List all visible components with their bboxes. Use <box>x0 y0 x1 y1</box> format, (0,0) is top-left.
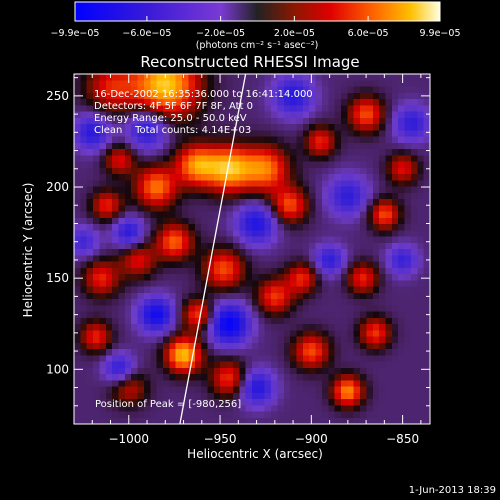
colorbar-tick-label: 9.9e−05 <box>419 28 460 39</box>
chart-title: Reconstructed RHESSI Image <box>140 53 359 71</box>
colorbar-tick-label: −6.0e−05 <box>122 28 171 39</box>
colorbar-tick-label: 6.0e−05 <box>348 28 389 39</box>
plot-frame <box>73 73 431 425</box>
annotation-detectors: Detectors: 4F 5F 6F 7F 8F, Att 0 <box>94 101 253 112</box>
colorbar-tick-label: −9.9e−05 <box>51 28 100 39</box>
colorbar-tick-label: 2.0e−05 <box>274 28 315 39</box>
footer-date: 1-Jun-2013 18:39 <box>409 485 496 496</box>
x-tick-label: −850 <box>386 432 419 446</box>
y-tick-label: 100 <box>46 362 69 376</box>
colorbar-tick-labels: −9.9e−05 −6.0e−05 −2.0e−05 2.0e−05 6.0e−05 9.… <box>51 28 461 39</box>
peak-position-label: Position of Peak = [-980,256] <box>95 399 241 410</box>
y-axis-ticks <box>74 77 430 425</box>
y-axis-tick-labels: 100 150 200 250 <box>46 89 69 376</box>
colorbar <box>74 1 441 22</box>
annotation-time-range: 16-Dec-2002 16:35:36.000 to 16:41:14.000 <box>94 89 313 100</box>
x-axis-ticks <box>73 74 422 424</box>
solar-limb-line <box>179 74 247 424</box>
y-tick-label: 200 <box>46 180 69 194</box>
annotation-energy-range: Energy Range: 25.0 - 50.0 keV <box>94 113 247 124</box>
x-axis-title: Heliocentric X (arcsec) <box>187 447 323 461</box>
y-tick-label: 150 <box>46 271 69 285</box>
heatmap-image <box>74 74 430 424</box>
y-tick-label: 250 <box>46 89 69 103</box>
y-axis-title: Heliocentric Y (arcsec) <box>21 183 35 318</box>
x-tick-label: −1000 <box>108 432 149 446</box>
colorbar-tick-label: −2.0e−05 <box>196 28 245 39</box>
colorbar-ticks <box>74 16 441 21</box>
annotation-clean-counts: Clean Total counts: 4.14E+03 <box>94 125 251 136</box>
x-tick-label: −900 <box>295 432 328 446</box>
x-axis-tick-labels: −1000 −950 −900 −850 <box>108 432 419 446</box>
colorbar-unit-label: (photons cm⁻² s⁻¹ asec⁻²) <box>196 40 319 51</box>
x-tick-label: −950 <box>204 432 237 446</box>
